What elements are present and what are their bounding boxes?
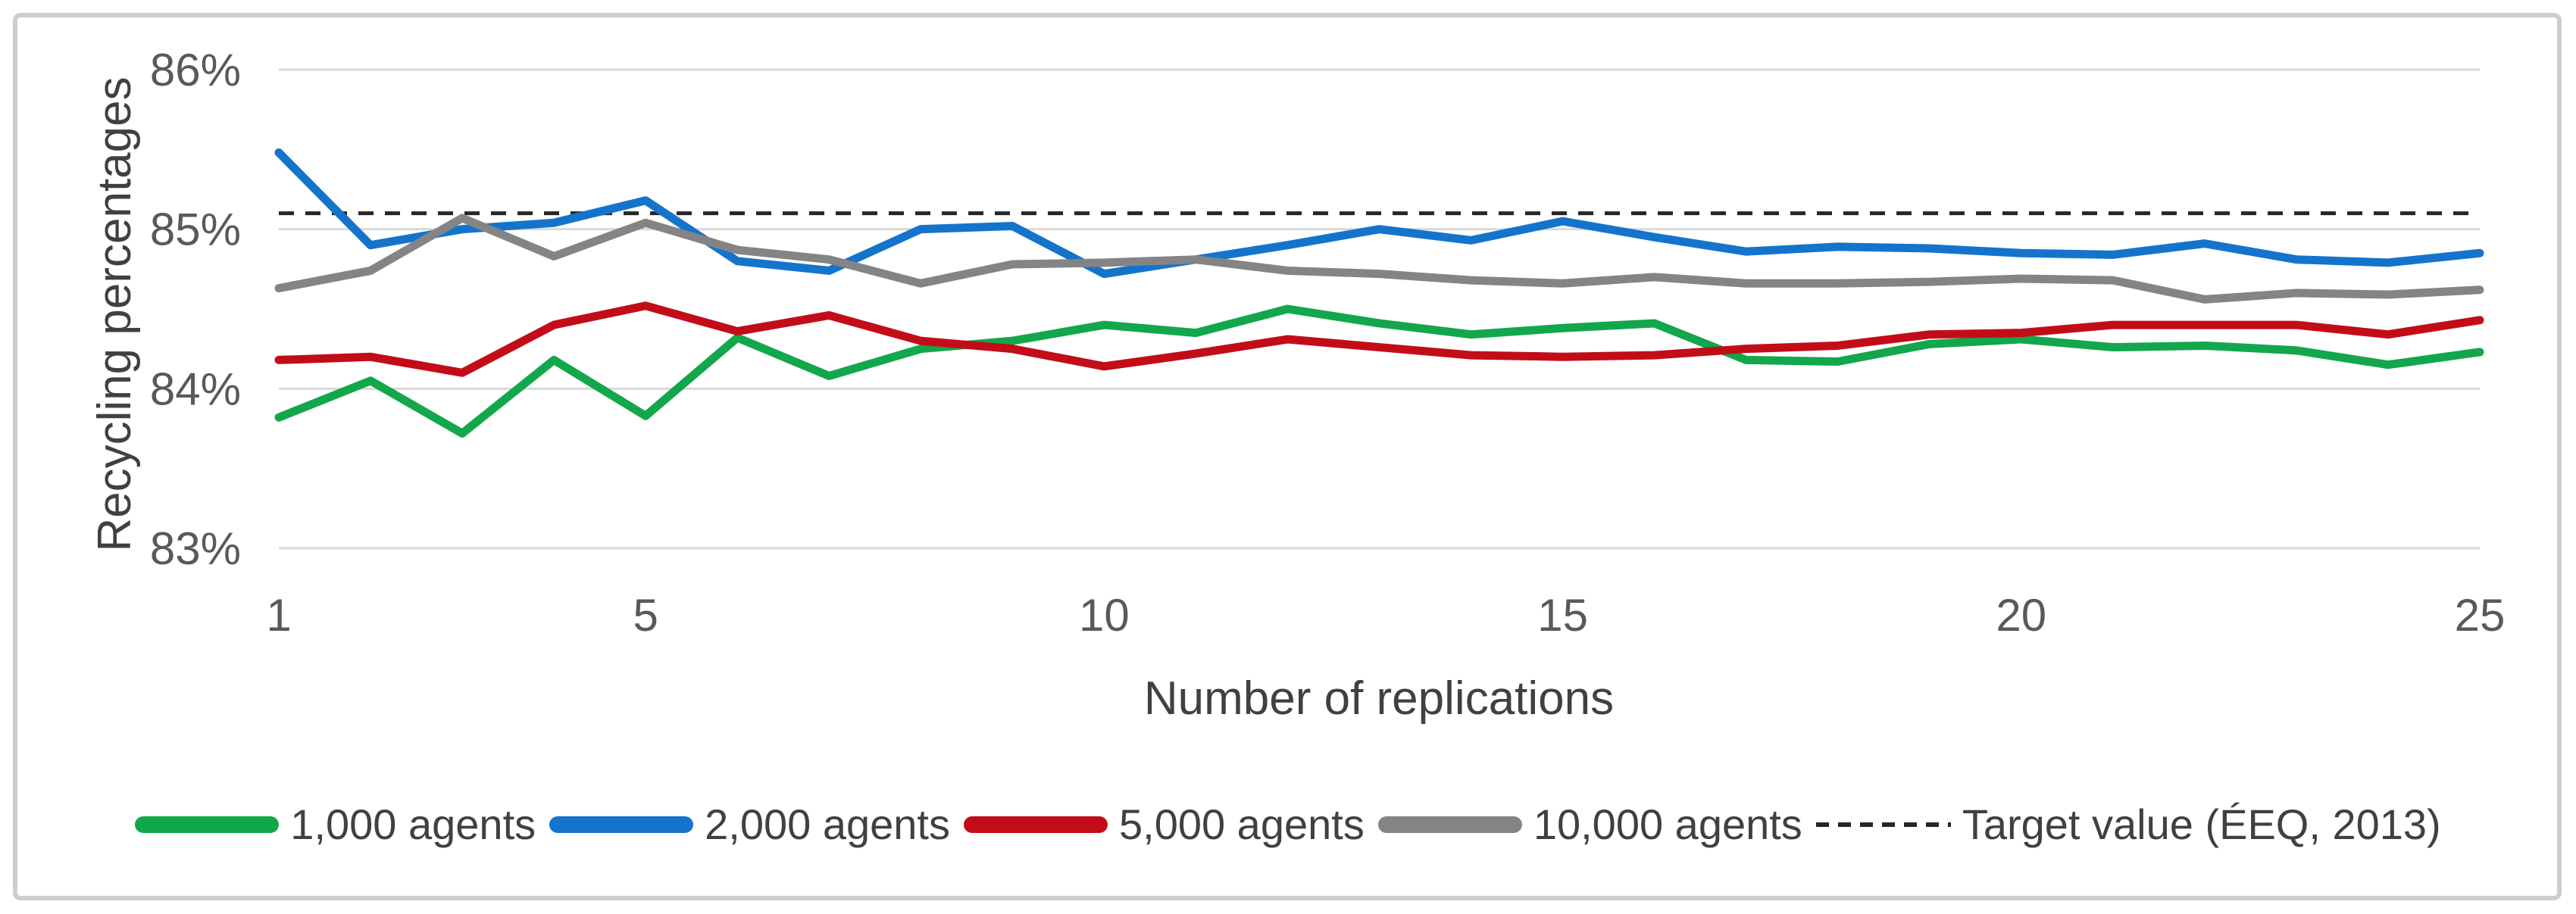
series-line-1-000-agents — [274, 304, 2484, 438]
x-tick-label: 1 — [266, 590, 291, 641]
legend-line-swatch — [135, 816, 280, 833]
x-tick-label: 25 — [2455, 590, 2506, 641]
x-tick-label: 10 — [1079, 590, 1130, 641]
y-axis-tick-labels: 86% 85% 84% 83% — [150, 45, 241, 574]
legend: 1,000 agents 2,000 agents 5,000 agents 10,0… — [0, 800, 2576, 849]
x-tick-label: 5 — [633, 590, 658, 641]
legend-label: Target value (ÉEQ, 2013) — [1962, 800, 2441, 848]
x-tick-label: 20 — [1996, 590, 2046, 641]
gridlines — [279, 68, 2480, 550]
legend-line-swatch — [549, 816, 694, 833]
legend-label: 5,000 agents — [1118, 800, 1365, 848]
y-tick-label: 83% — [150, 523, 241, 574]
legend-label: 2,000 agents — [705, 800, 950, 848]
y-axis-title: Recycling percentages — [89, 76, 141, 551]
y-tick-label: 84% — [150, 363, 241, 414]
legend-item: 5,000 agents — [963, 800, 1365, 849]
legend-item: Target value (ÉEQ, 2013) — [1815, 800, 2441, 849]
legend-item: 1,000 agents — [135, 800, 536, 849]
legend-item: 10,000 agents — [1377, 800, 1802, 849]
y-tick-label: 86% — [150, 45, 241, 95]
legend-line-swatch — [963, 816, 1108, 833]
x-tick-label: 15 — [1537, 590, 1588, 641]
x-axis-title: Number of replications — [1144, 672, 1614, 725]
x-axis-tick-labels: 1 5 10 15 20 25 — [266, 590, 2505, 641]
legend-dashed-line-swatch — [1815, 822, 1951, 827]
series-line-5-000-agents — [274, 301, 2484, 377]
legend-label: 1,000 agents — [290, 800, 536, 848]
legend-line-swatch — [1377, 816, 1522, 833]
series-line-10-000-agents — [274, 214, 2484, 304]
series-lines — [274, 148, 2484, 438]
legend-label: 10,000 agents — [1533, 800, 1802, 848]
legend-item: 2,000 agents — [549, 800, 950, 849]
series-line-2-000-agents — [274, 148, 2484, 279]
y-tick-label: 85% — [150, 204, 241, 255]
